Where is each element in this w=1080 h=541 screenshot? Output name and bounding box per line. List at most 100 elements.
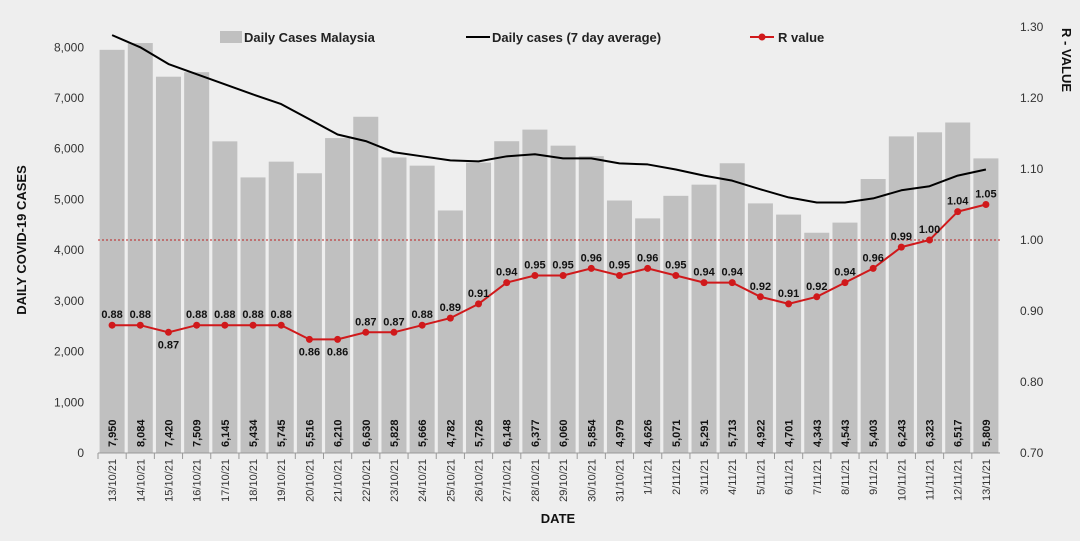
- x-tick-label: 4/11/21: [727, 459, 739, 495]
- bar: [691, 184, 717, 453]
- bar-value-label: 6,148: [502, 419, 514, 447]
- bar: [663, 195, 689, 453]
- bar-value-label: 4,626: [643, 419, 655, 447]
- r-value-label: 0.88: [186, 309, 207, 321]
- x-tick-label: 30/10/21: [586, 459, 598, 502]
- x-tick-label: 18/10/21: [248, 459, 260, 502]
- bar: [945, 122, 971, 454]
- x-axis-title: DATE: [541, 511, 576, 526]
- r-value-label: 0.95: [609, 260, 630, 272]
- bar: [99, 49, 125, 453]
- x-tick-label: 13/11/21: [981, 459, 993, 501]
- bar: [832, 222, 858, 453]
- x-tick-label: 13/10/21: [107, 459, 119, 502]
- x-tick-label: 6/11/21: [784, 459, 796, 495]
- bar-value-label: 6,517: [953, 419, 965, 447]
- r-value-point: [700, 279, 708, 287]
- x-tick-label: 2/11/21: [671, 459, 683, 495]
- x-tick-label: 1/11/21: [643, 459, 655, 495]
- r-value-point: [897, 243, 905, 251]
- avg-line: [111, 34, 987, 204]
- y-tick-label: 0: [77, 446, 84, 460]
- bar-value-label: 4,343: [812, 419, 824, 447]
- x-tick-label: 7/11/21: [812, 459, 824, 495]
- bar: [155, 76, 181, 453]
- r-value-point: [615, 272, 623, 279]
- bar: [437, 210, 463, 453]
- r-value-point: [982, 201, 990, 208]
- x-tick-label: 21/10/21: [333, 459, 345, 502]
- r-value-point: [644, 264, 652, 272]
- r-value-label: 0.94: [722, 267, 744, 279]
- r-value-point: [446, 314, 454, 322]
- bar-value-label: 5,828: [389, 419, 401, 447]
- x-tick-label: 15/10/21: [163, 459, 175, 502]
- y-tick-label: 8,000: [54, 40, 84, 54]
- y2-tick-label: 1.30: [1020, 20, 1044, 34]
- x-tick-label: 9/11/21: [868, 459, 880, 495]
- x-tick-label: 11/11/21: [925, 459, 937, 500]
- x-tick-label: 28/10/21: [530, 459, 542, 502]
- bar: [606, 200, 632, 453]
- bar-value-label: 5,713: [727, 419, 739, 447]
- legend-label-r: R value: [778, 30, 824, 45]
- legend-label-bars: Daily Cases Malaysia: [244, 30, 376, 45]
- r-value-point: [813, 293, 821, 301]
- x-tick-label: 16/10/21: [192, 459, 204, 502]
- r-value-point: [418, 321, 426, 329]
- r-value-point: [869, 264, 877, 272]
- x-tick-label: 25/10/21: [445, 459, 457, 502]
- r-value-label: 0.96: [862, 252, 883, 264]
- bar: [212, 141, 238, 453]
- x-tick-label: 26/10/21: [474, 459, 486, 502]
- bar-value-label: 4,701: [784, 419, 796, 447]
- bar: [719, 163, 745, 453]
- bar: [776, 214, 802, 453]
- bar-value-label: 5,434: [248, 419, 260, 447]
- r-value-label: 0.88: [411, 309, 432, 321]
- r-value-label: 1.05: [975, 189, 996, 201]
- r-value-label: 1.00: [919, 224, 940, 236]
- bar-value-label: 4,979: [614, 419, 626, 447]
- r-value-point: [475, 300, 483, 308]
- y2-tick-label: 1.20: [1020, 91, 1044, 105]
- bar: [240, 177, 266, 453]
- bar-value-label: 5,666: [417, 419, 429, 447]
- r-value-label: 0.94: [496, 267, 518, 279]
- x-tick-label: 14/10/21: [135, 459, 147, 502]
- bar-value-label: 7,509: [192, 419, 204, 447]
- bar-value-label: 5,071: [671, 419, 683, 447]
- x-tick-label: 24/10/21: [417, 459, 429, 502]
- r-value-label: 0.87: [383, 316, 404, 328]
- r-value-label: 0.95: [524, 260, 545, 272]
- r-value-point: [728, 279, 736, 287]
- bar-value-label: 4,543: [840, 419, 852, 447]
- bar-value-label: 6,243: [896, 419, 908, 447]
- r-value-label: 0.96: [581, 252, 602, 264]
- r-value-label: 0.86: [327, 346, 348, 358]
- bar-value-label: 5,516: [304, 419, 316, 447]
- bar: [522, 129, 548, 453]
- r-value-label: 0.88: [130, 309, 151, 321]
- r-value-label: 0.91: [778, 288, 799, 300]
- r-value-point: [756, 293, 764, 301]
- bar: [917, 132, 943, 454]
- bar-value-label: 7,420: [163, 419, 175, 447]
- legend: Daily Cases Malaysia Daily cases (7 day …: [220, 30, 824, 45]
- bar-value-label: 6,323: [925, 419, 937, 447]
- y2-axis-title: R - VALUE: [1059, 28, 1074, 92]
- r-value-label: 0.95: [665, 260, 686, 272]
- r-value-label: 0.94: [834, 267, 856, 279]
- y2-tick-label: 0.80: [1020, 375, 1044, 389]
- y2-tick-label: 0.90: [1020, 304, 1044, 318]
- x-tick-label: 3/11/21: [699, 459, 711, 495]
- bar: [127, 43, 153, 453]
- r-value-point: [221, 321, 229, 329]
- legend-marker-r: [758, 33, 766, 41]
- r-value-label: 0.87: [158, 339, 179, 351]
- y-tick-label: 5,000: [54, 192, 84, 206]
- r-value-point: [531, 272, 539, 279]
- r-value-label: 1.04: [947, 196, 969, 208]
- r-value-point: [926, 236, 934, 244]
